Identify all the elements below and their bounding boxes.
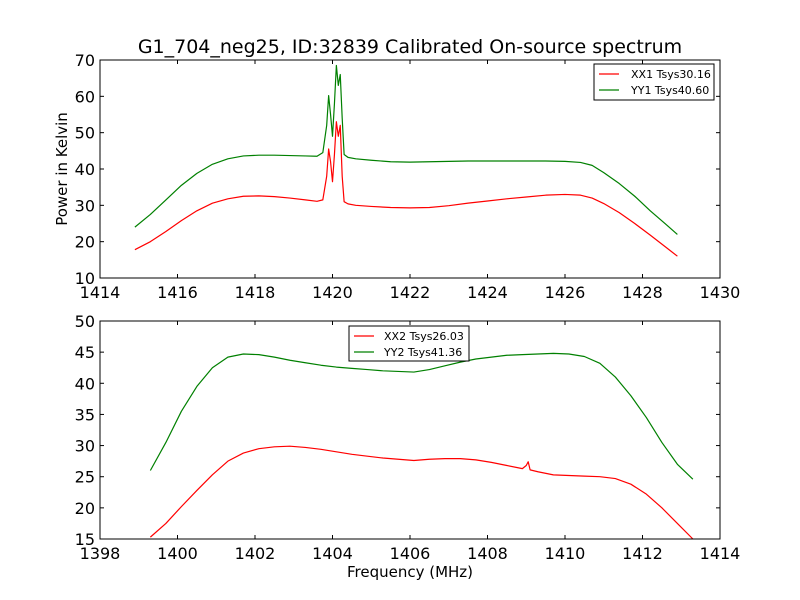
bottom-y-tick-label: 45	[75, 343, 95, 362]
top-x-tick-label: 1420	[312, 283, 353, 302]
bottom-legend-label-yy2: YY2 Tsys41.36	[383, 346, 462, 359]
bottom-y-tick-label: 30	[75, 437, 95, 456]
top-x-tick-label: 1416	[157, 283, 198, 302]
top-x-tick-label: 1422	[390, 283, 431, 302]
top-series-lines	[134, 64, 678, 257]
bottom-x-axis-label: Frequency (MHz)	[347, 563, 473, 581]
bottom-x-tick-label: 1398	[80, 544, 121, 563]
top-legend-label-xx1: XX1 Tsys30.16	[631, 68, 711, 81]
bottom-series-line-1	[149, 352, 694, 480]
chart-title: G1_704_neg25, ID:32839 Calibrated On-sou…	[138, 36, 682, 58]
bottom-x-tick-label: 1414	[700, 544, 741, 563]
top-ticks: 1414 1416 1418 1420 1422 1424 1426 1428 1430 10 20…	[75, 51, 741, 302]
top-x-tick-label: 1428	[622, 283, 663, 302]
bottom-x-tick-label: 1410	[545, 544, 586, 563]
top-y-axis-label: Power in Kelvin	[53, 112, 71, 226]
top-legend-label-yy1: YY1 Tsys40.60	[630, 84, 709, 97]
top-y-tick-label: 20	[75, 233, 95, 252]
bottom-x-tick-label: 1412	[622, 544, 663, 563]
bottom-x-tick-label: 1408	[467, 544, 508, 563]
top-y-tick-label: 30	[75, 196, 95, 215]
top-legend: XX1 Tsys30.16 YY1 Tsys40.60	[593, 63, 715, 101]
bottom-y-tick-label: 20	[75, 499, 95, 518]
top-x-tick-label: 1418	[235, 283, 276, 302]
top-y-tick-label: 10	[75, 269, 95, 288]
top-y-tick-label: 50	[75, 124, 95, 143]
bottom-subplot: 1398 1400 1402 1404 1406 1408 1410 1412 1414 15 20…	[75, 312, 741, 581]
bottom-y-tick-label: 40	[75, 374, 95, 393]
top-legend-box	[593, 63, 715, 101]
top-y-tick-label: 70	[75, 51, 95, 70]
top-series-line-1	[134, 64, 678, 235]
top-subplot: 1414 1416 1418 1420 1422 1424 1426 1428 1430 10 20…	[53, 51, 740, 302]
bottom-legend-box	[348, 325, 470, 362]
top-x-tick-label: 1430	[700, 283, 741, 302]
bottom-y-tick-label: 15	[75, 530, 95, 549]
bottom-legend: XX2 Tsys26.03 YY2 Tsys41.36	[348, 325, 470, 362]
bottom-x-tick-label: 1400	[157, 544, 198, 563]
bottom-ticks: 1398 1400 1402 1404 1406 1408 1410 1412 1414 15 20…	[75, 312, 741, 563]
top-y-tick-label: 40	[75, 160, 95, 179]
bottom-legend-label-xx2: XX2 Tsys26.03	[384, 330, 464, 343]
bottom-x-tick-label: 1404	[312, 544, 353, 563]
top-y-tick-label: 60	[75, 87, 95, 106]
bottom-series-line-0	[149, 445, 694, 540]
bottom-x-tick-label: 1402	[235, 544, 276, 563]
top-x-tick-label: 1426	[545, 283, 586, 302]
bottom-y-tick-label: 50	[75, 312, 95, 331]
bottom-series-lines	[149, 352, 694, 540]
bottom-x-tick-label: 1406	[390, 544, 431, 563]
bottom-y-tick-label: 25	[75, 468, 95, 487]
top-series-line-0	[134, 121, 678, 257]
bottom-y-tick-label: 35	[75, 405, 95, 424]
top-x-tick-label: 1424	[467, 283, 508, 302]
top-x-tick-label: 1414	[80, 283, 121, 302]
